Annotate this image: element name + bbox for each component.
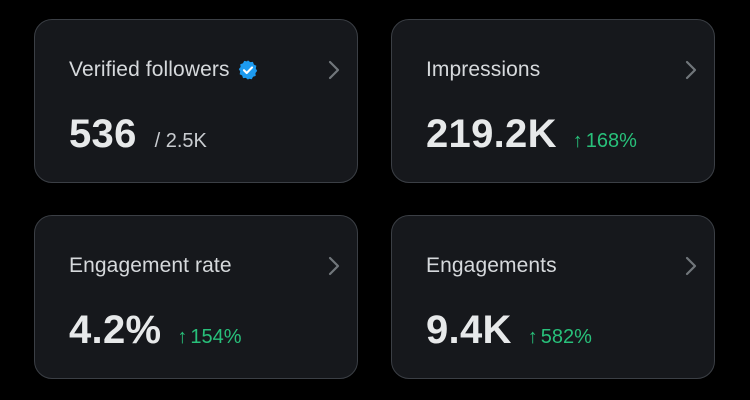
card-title-label: Engagement rate: [69, 254, 232, 277]
metric-change: ↑ 154%: [177, 326, 241, 349]
chevron-right-icon[interactable]: [682, 58, 700, 82]
verified-followers-card[interactable]: Verified followers 536 / 2.5K: [34, 19, 358, 183]
chevron-right-icon[interactable]: [325, 254, 343, 278]
arrow-up-icon: ↑: [572, 130, 583, 152]
engagements-card[interactable]: Engagements 9.4K ↑ 582%: [391, 215, 715, 379]
metric-value: 9.4K: [426, 308, 512, 352]
impressions-values: 219.2K ↑ 168%: [426, 112, 637, 157]
engagement-rate-values: 4.2% ↑ 154%: [69, 308, 242, 353]
change-percent: 582%: [540, 326, 592, 348]
metric-total: / 2.5K: [154, 130, 207, 152]
card-title-label: Engagements: [426, 254, 557, 277]
metric-change: ↑ 168%: [573, 130, 637, 153]
engagement-rate-card[interactable]: Engagement rate 4.2% ↑ 154%: [34, 215, 358, 379]
card-title-label: Verified followers: [69, 58, 230, 81]
chevron-right-icon[interactable]: [682, 254, 700, 278]
engagements-title: Engagements: [426, 254, 557, 278]
chevron-right-icon[interactable]: [325, 58, 343, 82]
change-percent: 168%: [585, 130, 637, 152]
card-title-label: Impressions: [426, 58, 541, 81]
engagement-rate-title: Engagement rate: [69, 254, 232, 278]
verified-badge-icon: [237, 59, 259, 81]
verified-followers-title: Verified followers: [69, 58, 259, 82]
impressions-title: Impressions: [426, 58, 540, 82]
metric-value: 536: [69, 112, 137, 156]
engagements-values: 9.4K ↑ 582%: [426, 308, 592, 353]
metric-value: 219.2K: [426, 112, 557, 156]
change-percent: 154%: [190, 326, 242, 348]
metric-value: 4.2%: [69, 308, 162, 352]
impressions-card[interactable]: Impressions 219.2K ↑ 168%: [391, 19, 715, 183]
arrow-up-icon: ↑: [177, 326, 188, 348]
verified-followers-values: 536 / 2.5K: [69, 112, 207, 157]
arrow-up-icon: ↑: [527, 326, 538, 348]
metric-change: ↑ 582%: [528, 326, 592, 349]
